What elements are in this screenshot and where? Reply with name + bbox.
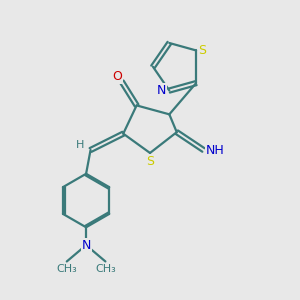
Text: S: S	[146, 155, 154, 168]
Text: NH: NH	[206, 143, 224, 157]
Text: CH₃: CH₃	[56, 264, 77, 274]
Text: O: O	[112, 70, 122, 83]
Text: N: N	[157, 84, 167, 97]
Text: H: H	[76, 140, 84, 150]
Text: S: S	[199, 44, 207, 57]
Text: N: N	[81, 238, 91, 252]
Text: CH₃: CH₃	[95, 264, 116, 274]
